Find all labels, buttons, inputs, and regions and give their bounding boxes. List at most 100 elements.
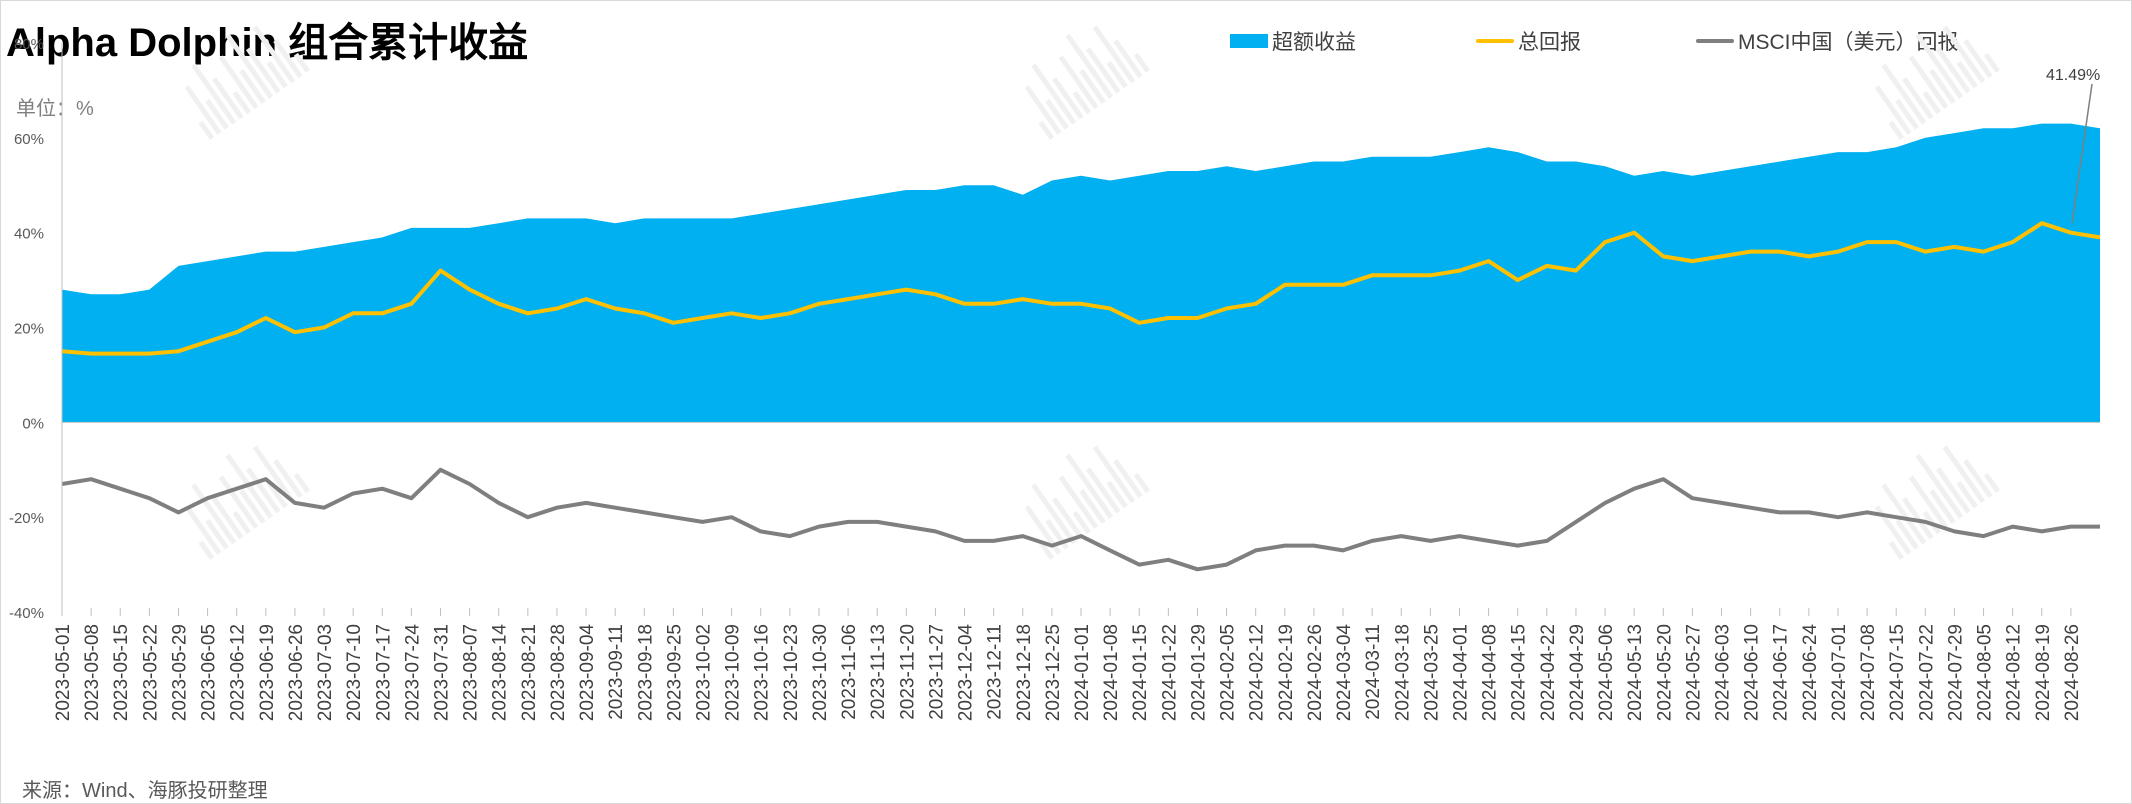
x-tick-label: 2023-05-01 [53,624,74,721]
x-tick-label: 2023-11-20 [897,624,918,720]
x-tick-label: 2023-07-03 [315,624,336,721]
watermark-bar [211,497,244,540]
x-tick-label: 2024-02-19 [1276,624,1297,721]
watermark-bar [1051,497,1084,540]
x-tick-label: 2023-07-24 [402,624,423,722]
x-tick-label: 2024-01-08 [1101,624,1122,721]
x-tick-label: 2024-08-05 [1975,624,1996,721]
watermark-bar [273,459,303,499]
x-tick-label: 2023-09-18 [635,624,656,721]
y-tick-label: -20% [9,510,44,527]
y-tick-label: 40% [14,226,44,243]
watermark-bar [239,489,266,524]
watermark-2 [1874,25,2000,140]
watermark-bar [218,475,259,530]
x-tick-label: 2024-07-01 [1829,624,1850,721]
watermark-bar [1058,475,1099,530]
watermark-bar [1092,25,1136,84]
watermark-bar [1881,63,1927,125]
x-tick-label: 2024-01-01 [1072,624,1093,721]
legend-swatch-excess [1230,34,1268,48]
x-tick-label: 2023-12-25 [1043,624,1064,721]
watermark-bar [1031,483,1077,545]
watermark-bar [1908,475,1949,530]
watermark-bar [1942,25,1986,84]
x-tick-label: 2023-08-21 [519,624,540,721]
watermark-bar [1942,445,1986,504]
watermark-bar [266,480,288,509]
watermark-bar [1079,69,1106,104]
legend-swatch-msci [1696,39,1734,43]
watermark-bar [1038,120,1055,140]
watermark-bar [225,33,274,99]
x-tick-label: 2023-05-15 [111,624,132,721]
x-tick-label: 2024-03-25 [1421,624,1442,721]
watermark-bar [239,69,266,104]
x-tick-label: 2023-10-30 [810,624,831,721]
watermark-bar [1915,453,1964,519]
watermark-bar [1072,90,1091,115]
x-tick-label: 2023-09-25 [664,624,685,721]
watermark-bar [1065,33,1114,99]
x-tick-label: 2024-06-10 [1742,624,1763,721]
legend-label-msci: MSCI中国（美元）回报 [1738,31,1959,54]
legend-item-msci: MSCI中国（美元）回报 [1696,26,1959,56]
x-tick-label: 2023-11-06 [839,624,860,720]
watermark-bar [1888,120,1905,140]
legend-swatch-total [1476,39,1514,43]
x-tick-label: 2024-05-27 [1683,624,1704,721]
x-tick-label: 2024-01-22 [1159,624,1180,721]
y-tick-label: 20% [14,321,44,338]
x-tick-label: 2023-07-10 [344,624,365,721]
x-tick-label: 2024-05-06 [1596,624,1617,721]
series-line-msci [61,467,2100,572]
watermark-bar [1106,480,1128,509]
x-tick-label: 2024-07-22 [1916,624,1937,721]
x-tick-label: 2023-06-19 [257,624,278,721]
x-tick-label: 2024-06-03 [1713,624,1734,721]
watermark-bar [1045,98,1069,130]
series-area-excess [62,123,2100,423]
x-tick-label: 2023-09-04 [577,624,598,722]
y-tick-label: 80% [14,36,44,53]
watermark-bar [1963,39,1993,79]
watermark-bar [198,120,215,140]
watermark-bar [1058,55,1099,110]
watermark-bar [1908,55,1949,110]
watermark-bar [184,505,222,555]
legend-label-excess: 超额收益 [1272,31,1356,54]
x-tick-label: 2023-05-22 [140,624,161,721]
watermark-bar [1038,540,1055,560]
watermark-bar [191,63,237,125]
x-tick-label: 2023-10-09 [723,624,744,721]
watermark-bar [293,472,310,493]
x-tick-label: 2024-04-15 [1509,624,1530,721]
watermark-bar [1963,459,1993,499]
legend-item-excess: 超额收益 [1230,26,1356,56]
watermark-5 [1874,445,2000,560]
x-tick-label: 2023-09-11 [606,624,627,720]
watermark-bar [273,39,303,79]
watermark-bar [1915,33,1964,99]
watermark-bar [1106,60,1128,89]
watermark-bar [1874,505,1912,555]
watermark-bar [1133,52,1150,73]
x-tick-label: 2023-11-13 [868,624,889,720]
watermark-bar [211,77,244,120]
watermark-bar [1935,467,1971,514]
watermark-0 [184,25,310,140]
watermark-bar [1874,85,1912,135]
x-tick-label: 2024-02-05 [1218,624,1239,721]
source-note: 来源：Wind、海豚投研整理 [22,780,268,802]
x-tick-label: 2024-04-22 [1538,624,1559,721]
watermark-bar [232,90,251,115]
annotation-leader [2071,83,2093,224]
x-tick-label: 2023-10-23 [781,624,802,721]
x-tick-label: 2023-05-29 [169,624,190,721]
x-tick-label: 2023-10-16 [752,624,773,721]
x-tick-label: 2023-12-04 [956,624,977,722]
legend-item-total: 总回报 [1476,26,1581,56]
watermark-4 [1024,445,1150,560]
x-tick-label: 2024-08-12 [2004,624,2025,721]
